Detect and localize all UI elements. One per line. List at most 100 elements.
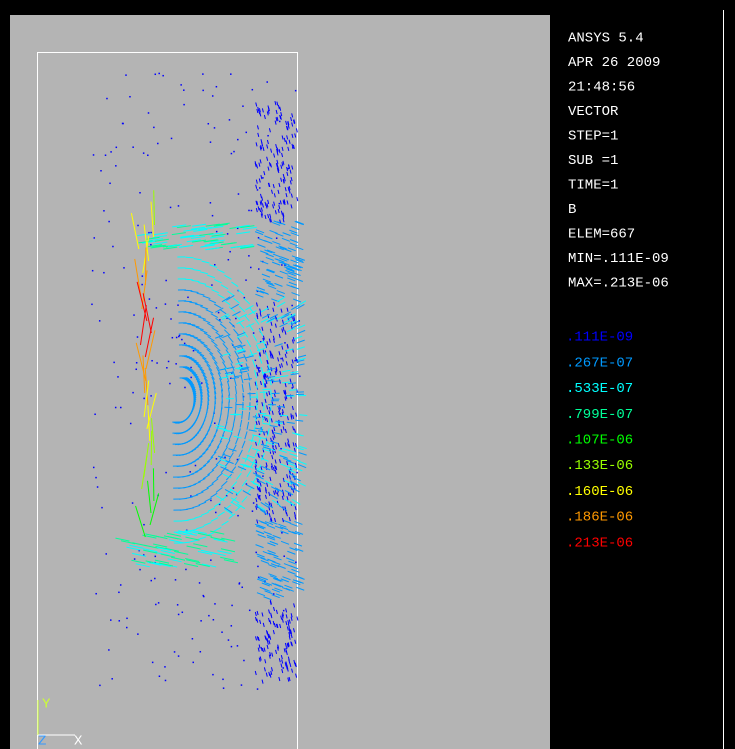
vector-dot xyxy=(208,615,210,617)
vector-dot xyxy=(91,304,93,306)
vector-dot xyxy=(158,73,160,75)
vector-dot xyxy=(249,610,251,612)
vector-dot xyxy=(108,221,110,223)
vector-dot xyxy=(125,74,127,76)
screen: Y Z X ANSYS 5.4APR 26 200921:48:56VECTOR… xyxy=(0,0,735,749)
info-line: TIME=1 xyxy=(568,178,618,194)
vector-dot xyxy=(283,610,285,612)
vector-dot xyxy=(148,232,150,234)
vector-dot xyxy=(233,487,235,489)
vector-dot xyxy=(99,320,101,322)
vector-dot xyxy=(139,569,141,571)
vector-dot xyxy=(258,268,260,270)
vector-dot xyxy=(184,387,186,389)
vector-dot xyxy=(178,614,180,616)
vector-dot xyxy=(126,618,128,620)
vector-dot xyxy=(223,687,225,689)
vector-dot xyxy=(151,360,153,362)
vector-dot xyxy=(281,532,283,534)
vector-dot xyxy=(180,84,182,86)
vector-dot xyxy=(212,215,214,217)
vector-dot xyxy=(172,337,174,339)
vector-dot xyxy=(210,500,212,502)
vector xyxy=(230,414,238,415)
vector-dot xyxy=(259,434,261,436)
vector-dot xyxy=(214,264,216,266)
vector-dot xyxy=(137,225,139,227)
vector-dot xyxy=(169,383,171,385)
vector-dot xyxy=(95,593,97,595)
vector-dot xyxy=(295,562,297,564)
legend-entry: .107E-06 xyxy=(566,433,633,449)
vector-dot xyxy=(192,662,194,664)
vector-dot xyxy=(202,90,204,92)
vector-dot xyxy=(241,365,243,367)
legend-entry: .799E-07 xyxy=(566,407,633,423)
vector-dot xyxy=(227,233,229,235)
vector-dot xyxy=(252,89,254,91)
vector-dot xyxy=(262,177,264,179)
vector-dot xyxy=(115,407,117,409)
vector-dot xyxy=(132,146,134,148)
vector-dot xyxy=(280,448,282,450)
vector-dot xyxy=(228,639,230,641)
vector-dot xyxy=(177,304,179,306)
vector-dot xyxy=(155,604,157,606)
vector-dot xyxy=(171,138,173,140)
vector-dot xyxy=(137,336,139,338)
vector-dot xyxy=(178,655,180,657)
vector-dot xyxy=(237,515,239,517)
vector-dot xyxy=(216,458,218,460)
vector-dot xyxy=(248,210,250,212)
vector-dot xyxy=(255,360,256,362)
vector-dot xyxy=(242,105,244,107)
vector-dot xyxy=(210,202,212,204)
page: {"header": {"lines": ["ANSYS 5.4", "APR … xyxy=(0,0,735,749)
vector-dot xyxy=(130,423,132,425)
vector-dot xyxy=(284,342,286,344)
vector-dot xyxy=(211,284,213,286)
vector-dot xyxy=(170,207,172,209)
vector-dot xyxy=(218,312,220,314)
vector-dot xyxy=(115,165,117,167)
triad-y-label: Y xyxy=(42,697,51,713)
vector-dot xyxy=(248,255,250,257)
vector-dot xyxy=(257,189,259,191)
info-line: 21:48:56 xyxy=(568,80,635,96)
vector-dot xyxy=(253,502,255,504)
vector-dot xyxy=(279,121,281,123)
vector-dot xyxy=(141,284,143,286)
vector-dot xyxy=(150,395,152,397)
vector-dot xyxy=(280,358,282,360)
vector-dot xyxy=(153,127,155,128)
vector-dot xyxy=(246,132,248,134)
vector-dot xyxy=(148,112,150,114)
vector-dot xyxy=(259,187,261,189)
vector-dot xyxy=(122,123,124,125)
vector xyxy=(271,390,272,398)
vector-dot xyxy=(129,96,131,98)
vector-dot xyxy=(158,602,160,604)
vector-dot xyxy=(108,649,110,651)
vector-dot xyxy=(152,662,154,664)
vector-dot xyxy=(135,369,137,371)
vector-dot xyxy=(266,81,268,83)
vector-dot xyxy=(251,210,253,212)
vector-dot xyxy=(202,73,204,75)
info-line: SUB =1 xyxy=(568,153,618,169)
vector-dot xyxy=(229,119,231,121)
legend: .111E-09.267E-07.533E-07.799E-07.107E-06… xyxy=(566,330,633,552)
vector-dot xyxy=(147,155,149,157)
vector-dot xyxy=(165,280,167,282)
vector-dot xyxy=(231,153,233,155)
vector-dot xyxy=(149,298,151,300)
vector-dot xyxy=(178,205,180,207)
vector-dot xyxy=(199,582,201,584)
legend-entry: .160E-06 xyxy=(566,484,633,500)
vector-dot xyxy=(216,231,218,233)
vector-dot xyxy=(136,362,138,364)
vector-dot xyxy=(168,361,170,363)
vector-dot xyxy=(210,141,212,143)
vector-dot xyxy=(235,318,237,320)
vector-dot xyxy=(110,151,112,153)
